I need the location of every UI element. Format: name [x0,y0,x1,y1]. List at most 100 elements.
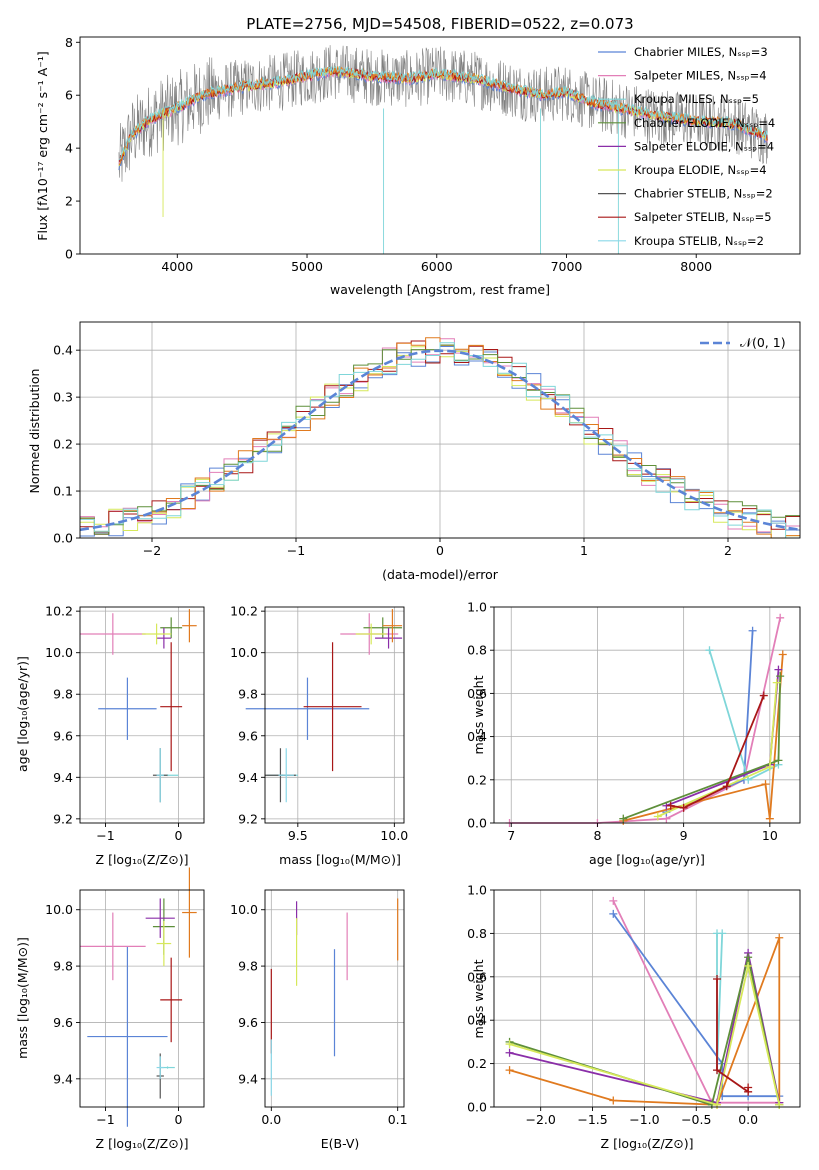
ebv-ytick-label: 10.0 [230,902,258,917]
residual-histogram-orange [80,337,800,539]
massage-ytick-label: 9.6 [238,728,258,743]
zweight-ytick-label: 0.2 [467,1056,487,1071]
zmass-ytick-label: 10.0 [45,902,73,917]
spectrum-lines [118,45,768,182]
zmass-xlabel: Z [log₁₀(Z/Z⊙)] [96,1136,189,1151]
zage-xlabel: Z [log₁₀(Z/Z⊙)] [96,852,189,867]
massage-ytick-label: 10.2 [230,604,258,619]
massage-ytick-label: 9.8 [238,687,258,702]
residual-ytick-label: 0.1 [53,484,73,499]
zmass-point-salpeter-miles [80,912,146,981]
zage-ytick-label: 9.6 [53,728,73,743]
zweight-marker [505,1066,514,1075]
zage-ytick-label: 10.2 [45,604,73,619]
zage-point-salpeter-stelib [160,642,183,772]
residual-xtick-label: 2 [724,543,732,558]
ageweight-marker [759,691,768,700]
ageweight-xtick-label: 7 [507,828,515,843]
zage-point-kroupa-stelib [156,748,164,803]
zweight-marker [744,953,753,962]
zmass-point-salpeter-elodie [145,898,175,938]
ageweight-xtick-label: 8 [593,828,601,843]
spectrum-xlabel: wavelength [Angstrom, rest frame] [330,282,550,297]
spectrum-data-line [118,45,768,182]
massage-ytick-label: 10.0 [230,645,258,660]
legend-label-chabrier-miles: Chabrier MILES, Nₛₛₚ=3 [634,45,768,59]
zage-ytick-label: 9.4 [53,770,73,785]
gaussian-reference-line [79,349,801,532]
ageweight-marker [619,814,628,823]
ageweight-series-salpeter-stelib [670,695,765,809]
zmass-point-kroupa-elodie [156,921,172,967]
massage-xtick-label: 10.0 [380,828,408,843]
zweight-xtick-label: −1.0 [629,1112,659,1127]
ageweight-ytick-label: 0.6 [467,686,487,701]
legend-label-chabrier-elodie: Chabrier ELODIE, Nₛₛₚ=4 [634,116,775,130]
residual-ytick-label: 0.2 [53,437,73,452]
zage-xtick-label: 0 [174,828,182,843]
spectrum-model-line [118,65,768,160]
ageweight-ytick-label: 0.0 [467,816,487,831]
residual-xlabel: (data-model)/error [382,567,499,582]
zweight-marker [718,929,727,938]
zweight-series-kroupa-elodie [509,965,781,1106]
zweight-xtick-label: −2.0 [525,1112,555,1127]
zweight-ytick-label: 0.8 [467,926,487,941]
ageweight-marker [666,801,675,810]
zweight-marker [505,1048,514,1057]
zweight-xtick-label: 0.0 [738,1112,758,1127]
zweight-marker [744,1083,753,1092]
zage-ylabel: age [log₁₀(age/yr)] [15,656,30,772]
zmass-point-orange [182,867,197,958]
zmass-ytick-label: 9.4 [53,1071,73,1086]
zweight-marker [713,974,722,983]
zage-ytick-label: 9.2 [53,811,73,826]
massage-point-chabrier-miles [245,677,370,740]
residual-ytick-label: 0.4 [53,343,73,358]
zweight-ylabel: mass weight [471,959,486,1038]
spectrum-xtick-label: 8000 [680,259,712,274]
massage-point-kroupa-stelib [278,748,294,803]
ageweight-marker [761,780,770,789]
zage-xtick-label: −1 [96,828,114,843]
residual-xtick-label: −2 [143,543,161,558]
ageweight-marker [765,762,774,771]
zweight-marker [505,1040,514,1049]
ageweight-marker [679,803,688,812]
zmass-frame [79,889,205,1108]
ebv-xtick-label: 0.0 [261,1112,281,1127]
ageweight-ytick-label: 0.4 [467,729,487,744]
spectrum-xtick-label: 4000 [161,259,193,274]
ageweight-marker [765,814,774,823]
legend-label-chabrier-stelib: Chabrier STELIB, Nₛₛₚ=2 [634,187,773,201]
massage-ytick-label: 9.4 [238,770,258,785]
ebv-ytick-label: 9.8 [238,959,258,974]
residual-ylabel: Normed distribution [27,369,42,494]
zage-ytick-label: 9.8 [53,687,73,702]
zage-point-salpeter-elodie [156,627,172,649]
spectrum-ylabel: Flux [fλ10⁻¹⁷ erg cm⁻² s⁻¹ A⁻¹] [35,51,50,240]
zmass-ytick-label: 9.6 [53,1015,73,1030]
zweight-marker [775,933,784,942]
spectrum-ytick-label: 0 [65,247,73,262]
massage-xlabel: mass [log₁₀(M/M⊙)] [279,852,401,867]
legend-label-kroupa-miles: Kroupa MILES, Nₛₛₚ=5 [634,92,759,106]
ageweight-ytick-label: 0.2 [467,772,487,787]
residual-histogram-kroupa-miles [80,342,800,539]
zmass-point-kroupa-stelib [156,1056,164,1079]
spectrum-ytick-label: 6 [65,88,73,103]
ageweight-marker [776,672,785,681]
zmass-point-salpeter-stelib [160,957,183,1043]
massage-point-salpeter-elodie [375,627,403,649]
legend-gauss-label: 𝒩(0, 1) [740,335,786,350]
zweight-ytick-label: 0.4 [467,1013,487,1028]
zweight-marker [609,1096,618,1105]
zmass-ytick-label: 9.8 [53,959,73,974]
zweight-marker [744,961,753,970]
ageweight-marker [653,812,662,821]
spectrum-frame [79,36,801,255]
spectrum-ytick-label: 8 [65,35,73,50]
spectrum-ytick-label: 4 [65,141,73,156]
zmass-xtick-label: 0 [174,1112,182,1127]
